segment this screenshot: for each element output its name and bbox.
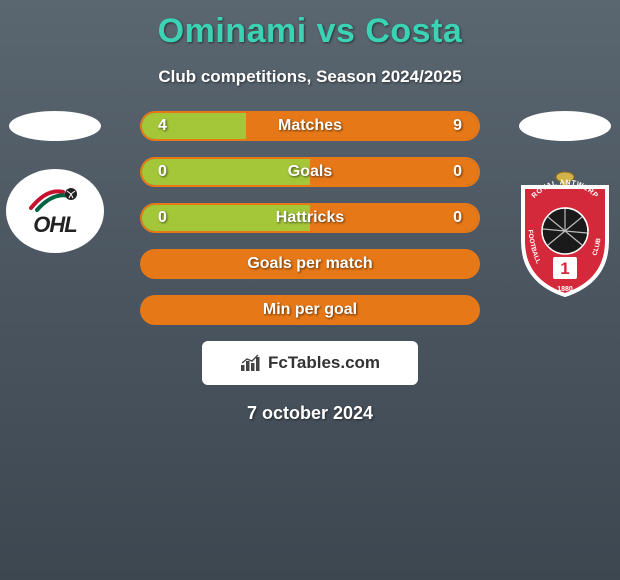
right-team-badge: ROYAL ANTWERP 1 1880 FOOTBALL CLUB [515,169,615,297]
stat-value-right: 0 [453,163,462,181]
stat-value-left: 4 [158,117,167,135]
shield-number: 1 [560,259,569,278]
stats-column: 4 Matches 9 0 Goals 0 0 Hattricks 0 Goals per mat… [110,111,510,325]
stat-value-right: 0 [453,209,462,227]
page-title: Ominami vs Costa [0,0,620,51]
ohl-swoosh-icon [27,186,83,214]
stat-bar-goals: 0 Goals 0 [140,157,480,187]
stat-label: Goals [288,163,332,181]
comparison-row: OHL 4 Matches 9 0 Goals 0 0 Hattricks 0 Goals per… [0,111,620,325]
page-subtitle: Club competitions, Season 2024/2025 [0,67,620,87]
watermark: FcTables.com [202,341,418,385]
left-player-head [9,111,101,141]
left-player-col: OHL [0,111,110,253]
stat-label: Matches [278,117,342,135]
stat-bar-goals-per-match: Goals per match [140,249,480,279]
stat-bar-matches: 4 Matches 9 [140,111,480,141]
antwerp-shield-icon: ROYAL ANTWERP 1 1880 FOOTBALL CLUB [515,169,615,297]
stat-fill-left [142,159,310,185]
right-player-head [519,111,611,141]
svg-text:1880: 1880 [557,286,573,293]
right-player-col: ROYAL ANTWERP 1 1880 FOOTBALL CLUB [510,111,620,297]
stat-bar-min-per-goal: Min per goal [140,295,480,325]
ohl-text: OHL [33,212,76,238]
stat-value-left: 0 [158,209,167,227]
watermark-text: FcTables.com [268,353,380,373]
stat-label: Hattricks [276,209,344,227]
stat-label: Min per goal [263,301,357,319]
left-team-badge: OHL [6,169,104,253]
ohl-logo: OHL [15,176,95,246]
stat-bar-hattricks: 0 Hattricks 0 [140,203,480,233]
stat-label: Goals per match [247,255,372,273]
stat-value-right: 9 [453,117,462,135]
date-line: 7 october 2024 [0,403,620,424]
chart-icon [240,354,262,372]
stat-value-left: 0 [158,163,167,181]
